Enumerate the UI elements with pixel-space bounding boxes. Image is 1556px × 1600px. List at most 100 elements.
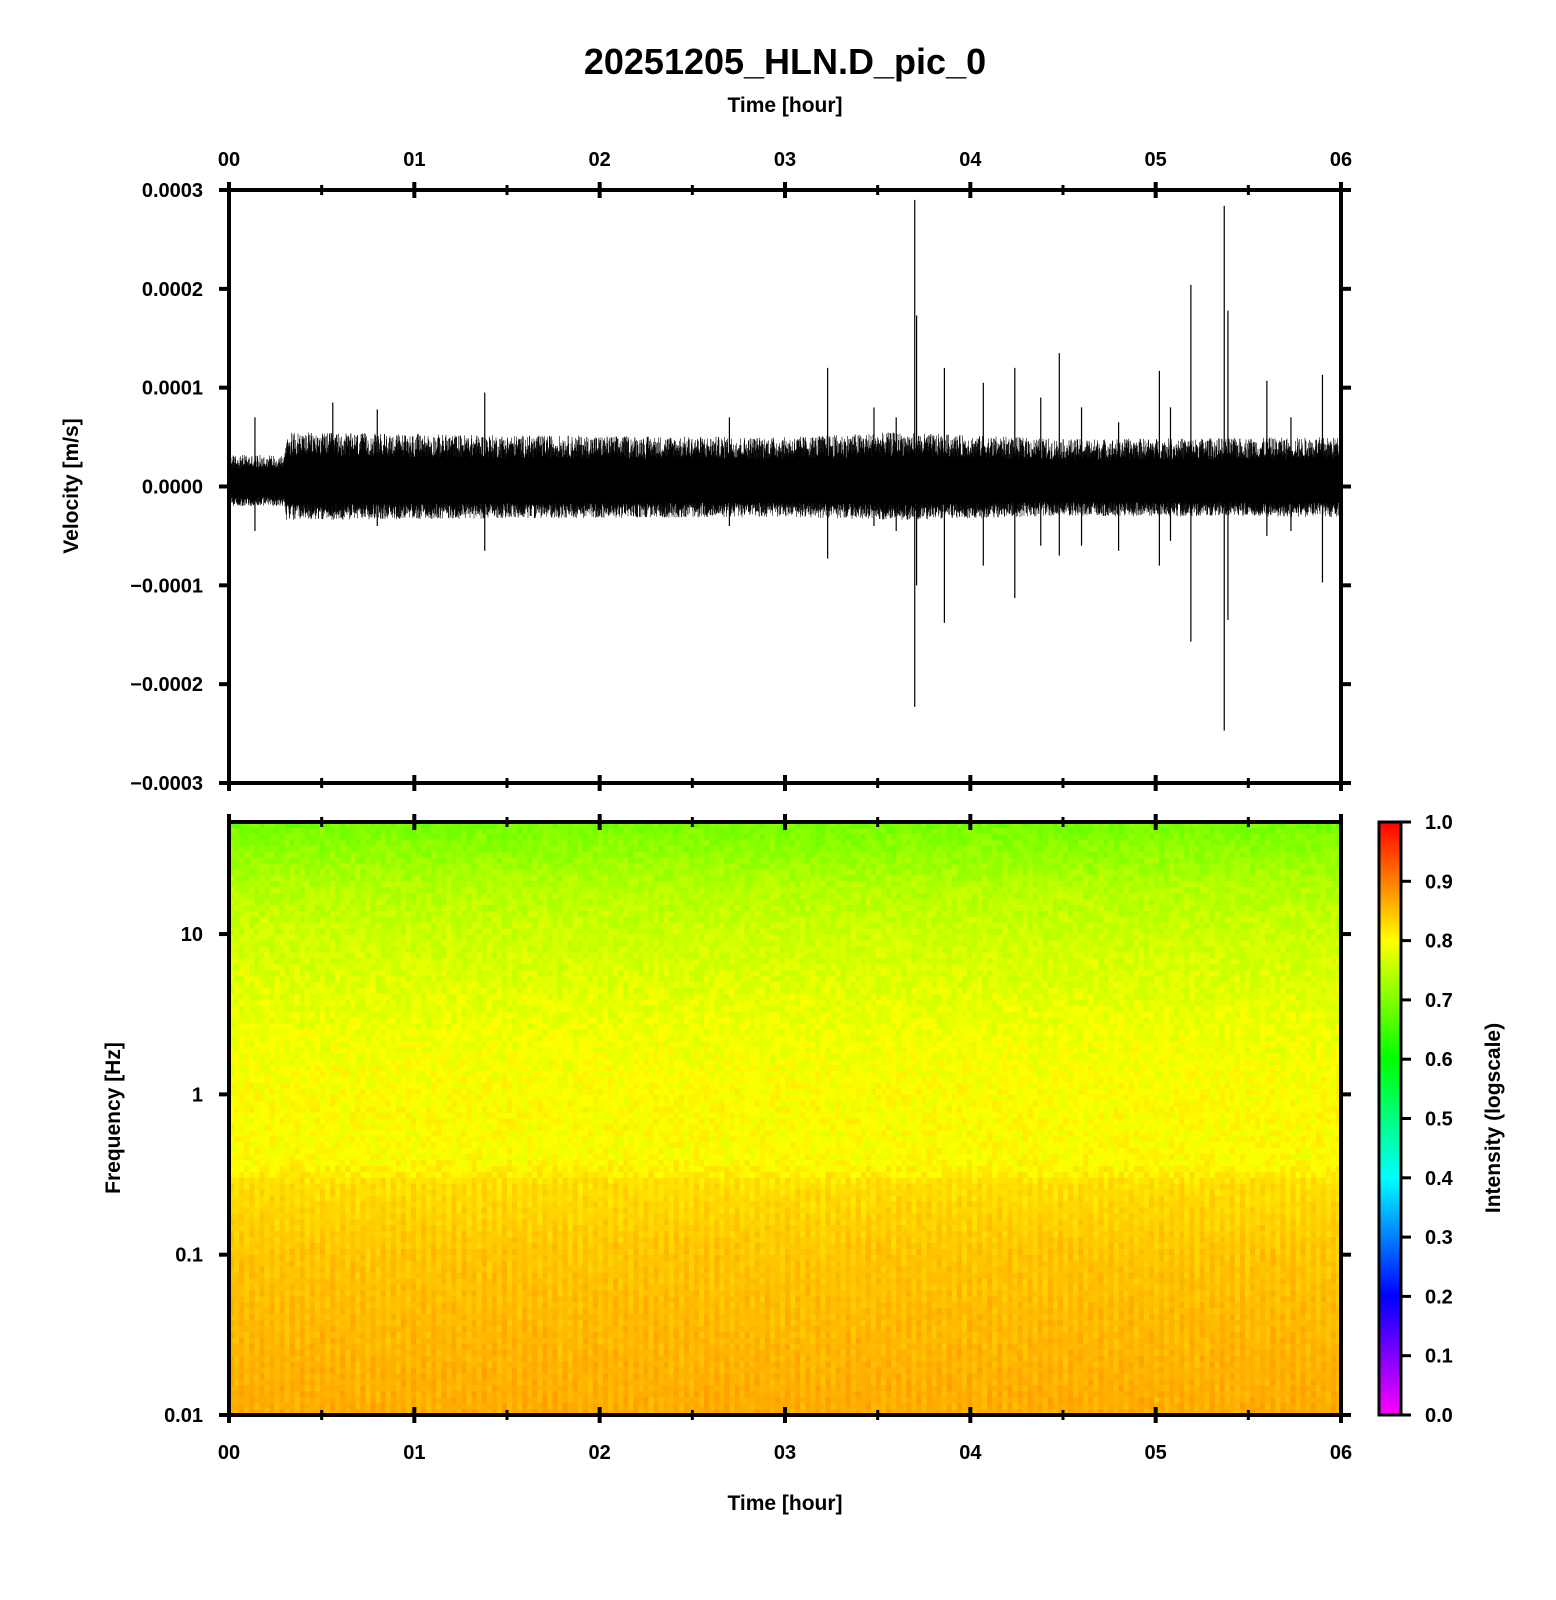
spectrogram-cell bbox=[1133, 822, 1140, 829]
spectrogram-cell bbox=[870, 845, 877, 853]
spectrogram-cell bbox=[1002, 893, 1008, 900]
spectrogram-cell bbox=[1335, 893, 1341, 900]
spectrogram-cell bbox=[1153, 857, 1160, 865]
spectrogram-cell bbox=[380, 827, 387, 835]
spectrogram-cell bbox=[795, 922, 801, 930]
spectrogram-cell bbox=[1169, 893, 1175, 900]
spectrogram-cell bbox=[486, 822, 493, 829]
spectrogram-cell bbox=[335, 839, 341, 847]
spectrogram-cell bbox=[259, 940, 265, 948]
spectrogram-cell bbox=[1320, 899, 1327, 906]
spectrogram-cell bbox=[759, 869, 766, 876]
spectrogram-cell bbox=[1174, 922, 1180, 930]
spectrogram-cell bbox=[491, 875, 498, 882]
spectrogram-cell bbox=[1179, 916, 1185, 924]
spectrogram-cell bbox=[577, 857, 584, 865]
spectrogram-cell bbox=[1315, 899, 1322, 906]
spectrogram-cell bbox=[683, 839, 690, 847]
spectrogram-cell bbox=[709, 940, 715, 948]
spectrogram-cell bbox=[466, 863, 473, 871]
spectrogram-cell bbox=[446, 946, 452, 954]
spectrogram-cell bbox=[1032, 905, 1039, 912]
spectrogram-cell bbox=[805, 928, 811, 936]
spectrogram-cell bbox=[795, 863, 801, 871]
spectrogram-cell bbox=[1184, 845, 1190, 853]
spectrogram-cell bbox=[309, 827, 316, 835]
spectrogram-cell bbox=[587, 916, 594, 924]
spectrogram-cell bbox=[466, 940, 473, 948]
spectrogram-cell bbox=[400, 899, 407, 906]
spectrogram-cell bbox=[1063, 845, 1069, 853]
spectrogram-cell bbox=[279, 922, 286, 930]
spectrogram-cell bbox=[992, 845, 998, 853]
spectrogram-cell bbox=[1315, 875, 1322, 882]
spectrogram-cell bbox=[764, 822, 771, 829]
spectrogram-cell bbox=[896, 869, 902, 876]
spectrogram-cell bbox=[1219, 839, 1226, 847]
spectrogram-cell bbox=[1052, 916, 1059, 924]
spectrogram-cell bbox=[410, 887, 417, 894]
spectrogram-cell bbox=[259, 863, 265, 871]
spectrogram-cell bbox=[714, 851, 720, 859]
spectrogram-cell bbox=[1052, 887, 1059, 894]
spectrogram-cell bbox=[572, 946, 579, 954]
spectrogram-cell bbox=[466, 875, 473, 882]
spectrogram-cell bbox=[522, 916, 528, 924]
spectrogram-cell bbox=[426, 833, 432, 841]
spectrogram-cell bbox=[709, 910, 715, 918]
spectrogram-cell bbox=[805, 839, 811, 847]
spectrogram-cell bbox=[790, 905, 796, 912]
spectrogram-cell bbox=[805, 857, 811, 865]
spectrogram-cell bbox=[1290, 922, 1297, 930]
spectrogram-cell bbox=[961, 928, 968, 936]
spectrogram-cell bbox=[577, 863, 584, 871]
spectrogram-cell bbox=[421, 934, 427, 942]
spectrogram-cell bbox=[1073, 881, 1079, 888]
spectrogram-cell bbox=[688, 905, 695, 912]
spectrogram-cell bbox=[1250, 869, 1256, 876]
spectrogram-cell bbox=[239, 922, 245, 930]
spectrogram-cell bbox=[244, 899, 250, 906]
spectrogram-cell bbox=[683, 899, 690, 906]
spectrogram-cell bbox=[527, 881, 533, 888]
spectrogram-cell bbox=[1285, 822, 1292, 829]
spectrogram-cell bbox=[1057, 940, 1064, 948]
spectrogram-cell bbox=[1169, 905, 1175, 912]
spectrogram-cell bbox=[1194, 875, 1201, 882]
spectrogram-cell bbox=[1083, 827, 1089, 835]
spectrogram-cell bbox=[926, 905, 933, 912]
spectrogram-cell bbox=[683, 833, 690, 841]
spectrogram-cell bbox=[1113, 946, 1120, 954]
spectrogram-cell bbox=[658, 946, 665, 954]
spectrogram-cell bbox=[891, 869, 897, 876]
spectrogram-cell bbox=[410, 946, 417, 954]
spectrogram-cell bbox=[800, 922, 806, 930]
spectrogram-cell bbox=[1204, 822, 1211, 829]
spectrogram-cell bbox=[517, 910, 523, 918]
spectrogram-cell bbox=[668, 922, 675, 930]
spectrogram-cell bbox=[1295, 839, 1302, 847]
spectrogram-cell bbox=[603, 881, 609, 888]
spectrogram-cell bbox=[744, 845, 751, 853]
spectrogram-cell bbox=[582, 827, 589, 835]
spectrogram-cell bbox=[491, 881, 498, 888]
spectrogram-cell bbox=[1199, 881, 1206, 888]
spectrogram-cell bbox=[1123, 857, 1130, 865]
spectrogram-cell bbox=[501, 863, 508, 871]
spectrogram-cell bbox=[1214, 845, 1221, 853]
spectrogram-cell bbox=[1063, 887, 1069, 894]
spectrogram-cell bbox=[982, 893, 988, 900]
spectrogram-cell bbox=[1133, 934, 1140, 942]
spectrogram-cell bbox=[1209, 851, 1216, 859]
spectrogram-cell bbox=[395, 875, 402, 882]
spectrogram-cell bbox=[850, 822, 857, 829]
spectrogram-cell bbox=[603, 833, 609, 841]
spectrogram-cell bbox=[1088, 839, 1094, 847]
spectrogram-cell bbox=[724, 928, 730, 936]
spectrogram-cell bbox=[668, 875, 675, 882]
spectrogram-cell bbox=[729, 869, 736, 876]
spectrogram-cell bbox=[805, 916, 811, 924]
spectrogram-cell bbox=[961, 934, 968, 942]
spectrogram-cell bbox=[491, 899, 498, 906]
spectrogram-cell bbox=[830, 893, 837, 900]
